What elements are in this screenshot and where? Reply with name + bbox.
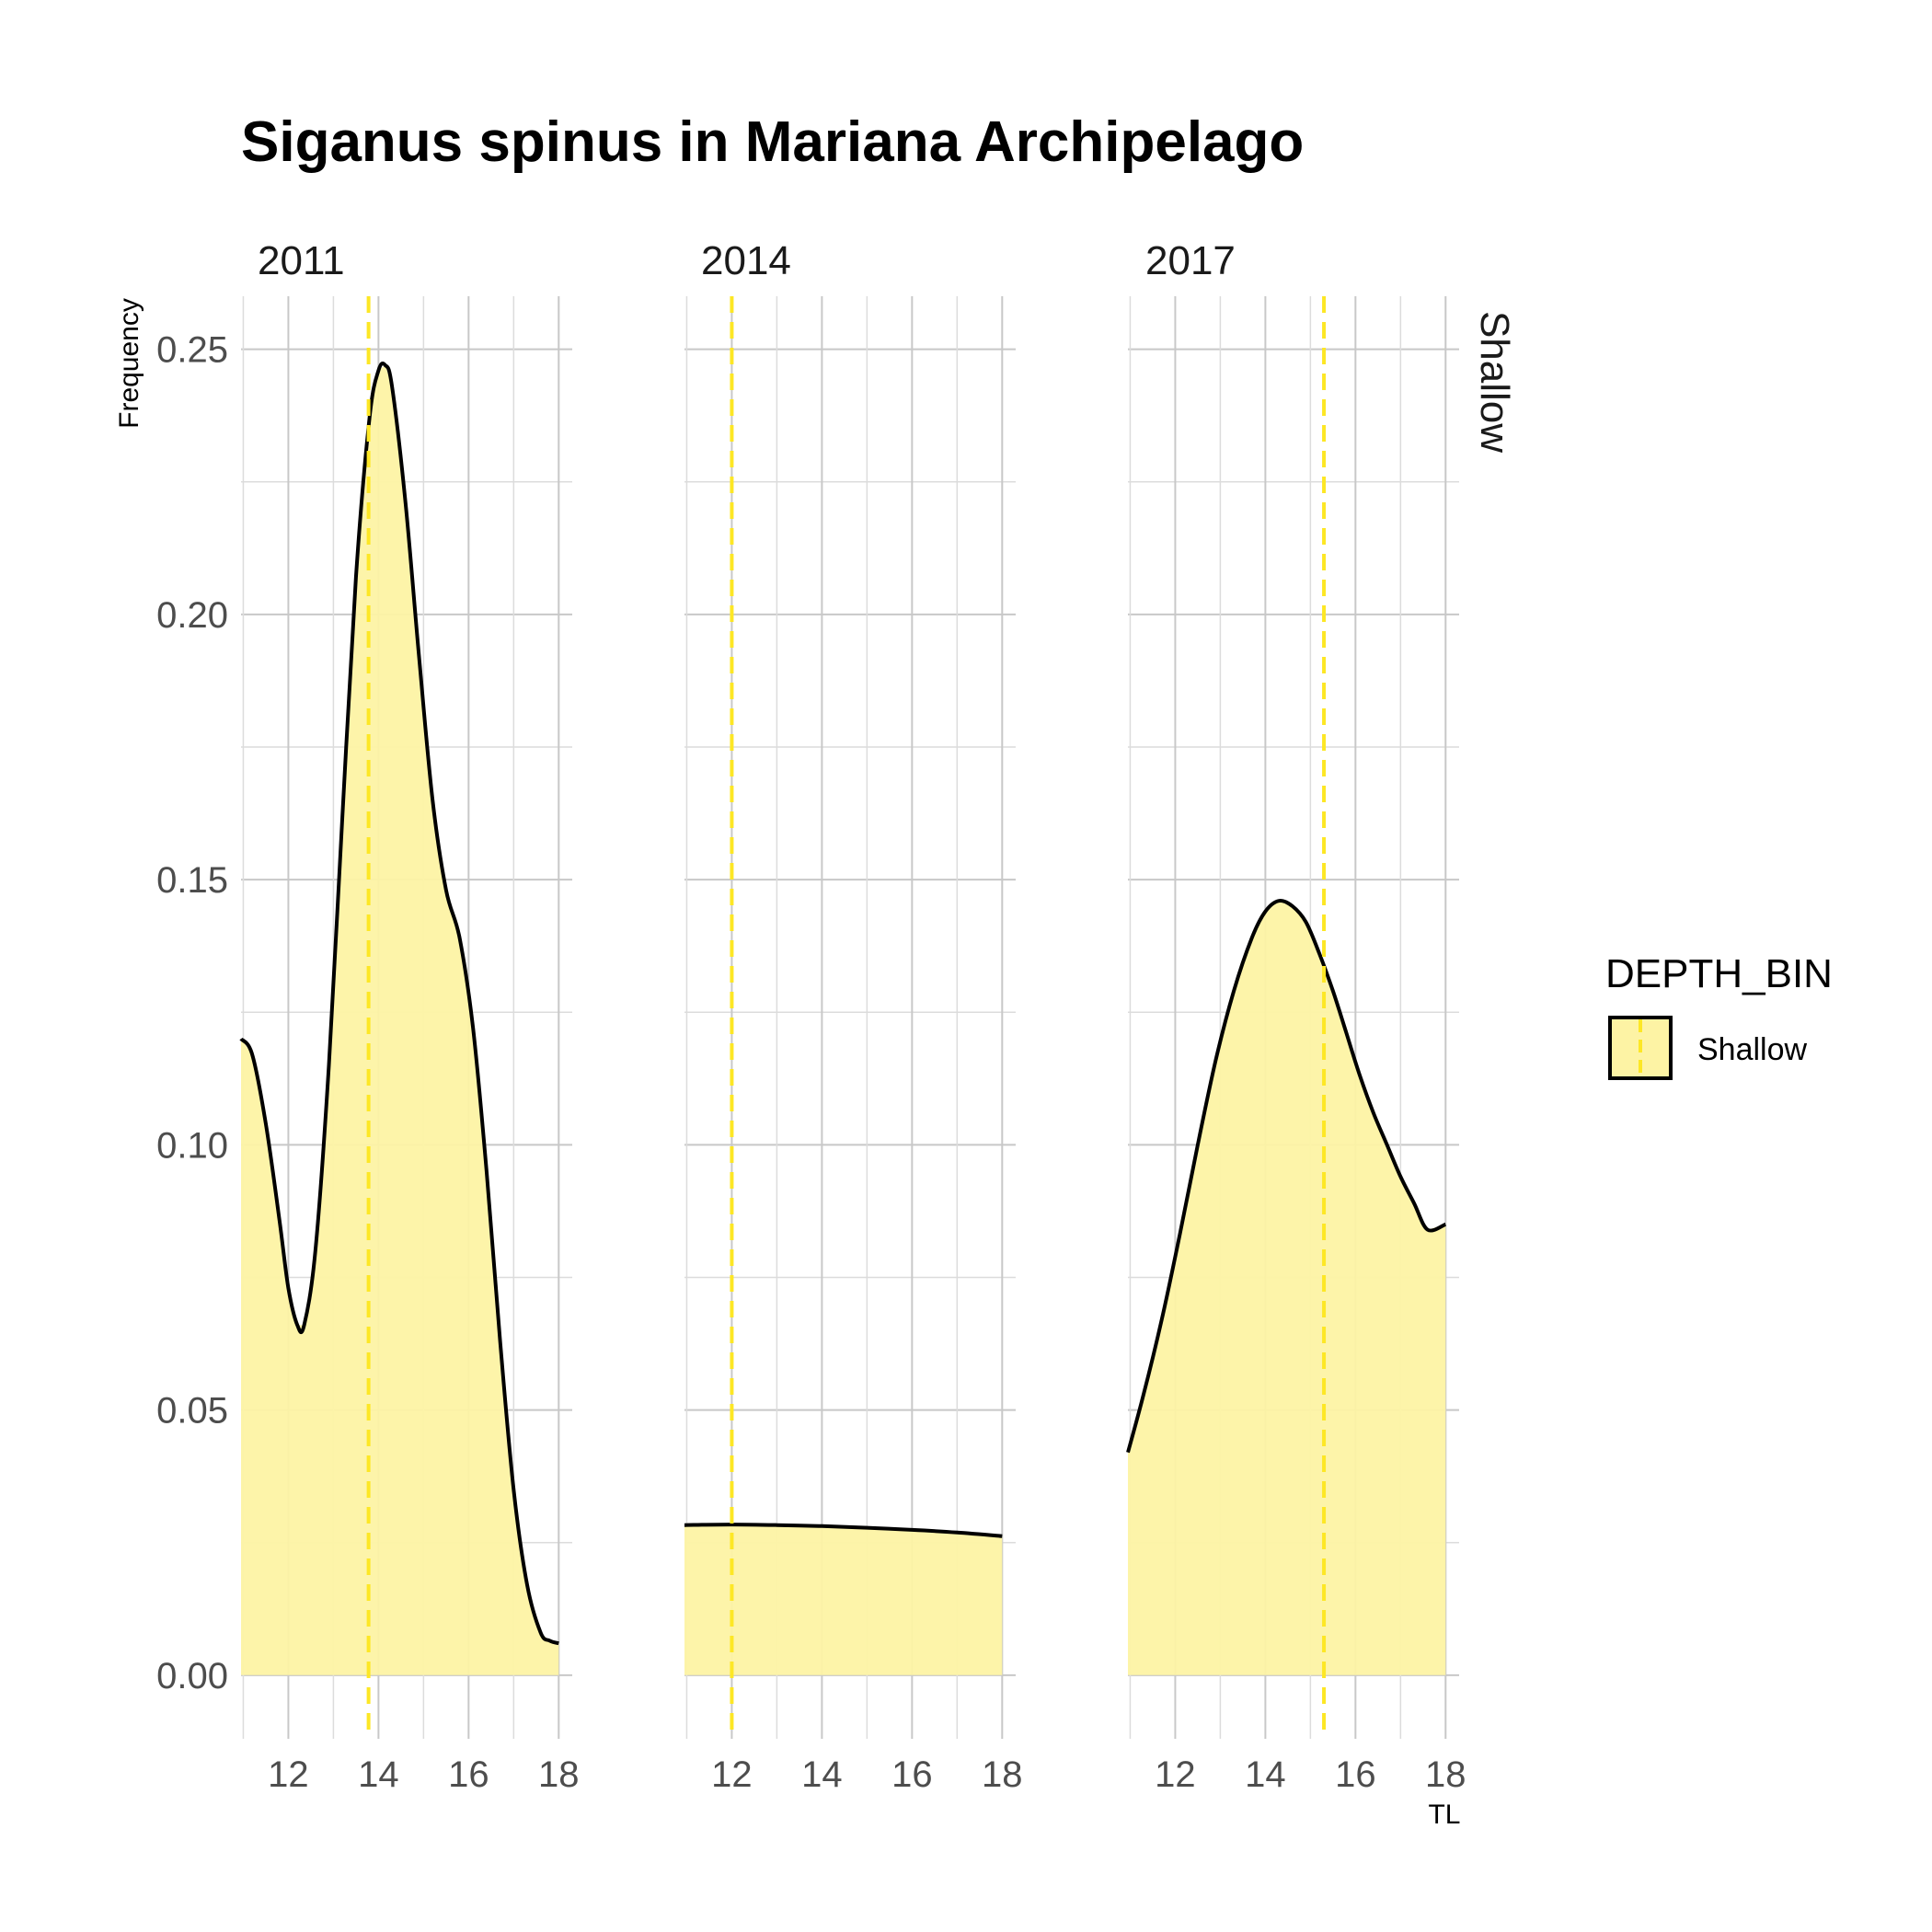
y-tick-label: 0.05 [156, 1391, 228, 1432]
facet-panel-2014: 2014 12 14 16 18 [684, 238, 1023, 1795]
y-axis-title: Frequency [114, 298, 144, 429]
gridlines [684, 296, 1016, 1739]
y-tick-label: 0.20 [156, 595, 228, 636]
x-tick-label: 16 [448, 1754, 489, 1795]
density-line [1126, 899, 1447, 1454]
x-tick-label: 18 [982, 1754, 1023, 1795]
x-tick-label: 12 [1155, 1754, 1196, 1795]
facet-label-2017: 2017 [1145, 238, 1236, 283]
x-tick-label: 18 [1425, 1754, 1466, 1795]
y-tick-label: 0.25 [156, 330, 228, 371]
density-area [241, 364, 559, 1675]
x-tick-label: 14 [358, 1754, 399, 1795]
x-tick-label: 16 [1335, 1754, 1376, 1795]
x-tick-label: 18 [538, 1754, 580, 1795]
facet-panel-2011: 2011 12 14 16 18 [239, 238, 580, 1795]
facet-label-2014: 2014 [701, 238, 791, 283]
x-tick-label: 14 [1245, 1754, 1286, 1795]
row-strip-label: Shallow [1472, 311, 1517, 453]
legend-title: DEPTH_BIN [1605, 951, 1833, 996]
facet-label-2011: 2011 [258, 238, 345, 283]
chart-title: Siganus spinus in Mariana Archipelago [241, 110, 1304, 174]
y-tick-label: 0.15 [156, 860, 228, 901]
x-axis-title: TL [1428, 1800, 1460, 1830]
density-area [684, 1524, 1003, 1675]
density-line [684, 1523, 1003, 1538]
legend: DEPTH_BIN Shallow [1605, 951, 1833, 1080]
x-tick-label: 16 [891, 1754, 933, 1795]
x-tick-label: 12 [711, 1754, 753, 1795]
density-line [239, 362, 559, 1646]
facet-panel-2017: 2017 12 14 16 18 [1126, 238, 1466, 1795]
legend-label-shallow: Shallow [1697, 1032, 1808, 1067]
y-tick-label: 0.10 [156, 1125, 228, 1166]
y-tick-label: 0.00 [156, 1656, 228, 1696]
y-axis: 0.00 0.05 0.10 0.15 0.20 0.25 [156, 330, 228, 1696]
x-tick-label: 12 [268, 1754, 309, 1795]
x-tick-label: 14 [801, 1754, 843, 1795]
